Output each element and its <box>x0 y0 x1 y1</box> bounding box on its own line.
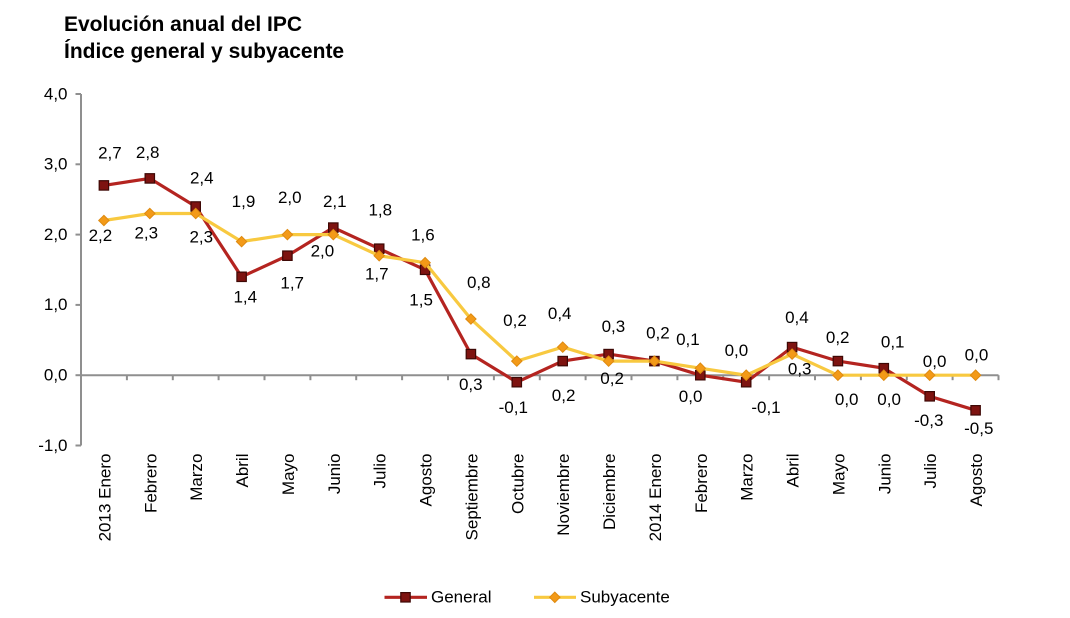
svg-text:1,5: 1,5 <box>409 291 433 310</box>
svg-text:Marzo: Marzo <box>187 454 206 501</box>
svg-text:1,4: 1,4 <box>233 288 257 307</box>
svg-text:Evolución anual del IPC: Evolución anual del IPC <box>64 13 302 36</box>
svg-text:Subyacente: Subyacente <box>580 588 670 607</box>
svg-text:Agosto: Agosto <box>417 454 436 507</box>
svg-text:0,0: 0,0 <box>725 341 749 360</box>
svg-text:-0,3: -0,3 <box>914 411 943 430</box>
svg-text:Marzo: Marzo <box>738 454 757 501</box>
svg-text:Índice general y subyacente: Índice general y subyacente <box>64 40 344 63</box>
svg-text:Abril: Abril <box>233 454 252 488</box>
svg-text:Septiembre: Septiembre <box>462 454 481 541</box>
svg-text:2014 Enero: 2014 Enero <box>646 454 665 542</box>
svg-text:0,0: 0,0 <box>835 390 859 409</box>
svg-text:Julio: Julio <box>371 454 390 489</box>
svg-text:0,3: 0,3 <box>788 360 812 379</box>
svg-text:Noviembre: Noviembre <box>554 454 573 536</box>
svg-text:0,0: 0,0 <box>44 366 68 385</box>
svg-text:2,8: 2,8 <box>136 143 160 162</box>
svg-text:1,6: 1,6 <box>411 226 435 245</box>
svg-text:0,8: 0,8 <box>467 273 491 292</box>
svg-text:Agosto: Agosto <box>967 454 986 507</box>
svg-text:0,2: 0,2 <box>552 386 576 405</box>
svg-text:General: General <box>431 588 491 607</box>
svg-text:0,4: 0,4 <box>548 304 572 323</box>
svg-text:0,0: 0,0 <box>877 390 901 409</box>
svg-text:1,0: 1,0 <box>44 295 68 314</box>
svg-text:2,7: 2,7 <box>98 144 122 163</box>
svg-text:0,3: 0,3 <box>602 317 626 336</box>
svg-text:0,1: 0,1 <box>881 333 905 352</box>
svg-text:1,7: 1,7 <box>280 273 304 292</box>
svg-text:0,0: 0,0 <box>679 387 703 406</box>
svg-text:0,4: 0,4 <box>785 308 809 327</box>
svg-text:Febrero: Febrero <box>692 454 711 514</box>
svg-text:-0,1: -0,1 <box>499 398 528 417</box>
svg-text:Octubre: Octubre <box>508 454 527 514</box>
svg-text:1,9: 1,9 <box>232 192 256 211</box>
svg-text:2,2: 2,2 <box>89 226 113 245</box>
svg-text:0,0: 0,0 <box>965 345 989 364</box>
svg-text:-0,5: -0,5 <box>964 419 993 438</box>
svg-text:0,1: 0,1 <box>676 330 700 349</box>
svg-text:-0,1: -0,1 <box>751 398 780 417</box>
svg-text:2,0: 2,0 <box>44 225 68 244</box>
svg-text:2,3: 2,3 <box>189 227 213 246</box>
svg-text:4,0: 4,0 <box>44 84 68 103</box>
svg-text:Junio: Junio <box>875 454 894 495</box>
svg-text:2,3: 2,3 <box>134 223 158 242</box>
svg-text:2,4: 2,4 <box>190 168 214 187</box>
svg-text:0,2: 0,2 <box>503 311 527 330</box>
svg-text:2,0: 2,0 <box>278 188 302 207</box>
svg-text:Junio: Junio <box>325 454 344 495</box>
svg-text:2,0: 2,0 <box>311 242 335 261</box>
svg-text:Febrero: Febrero <box>141 454 160 514</box>
svg-text:Abril: Abril <box>784 454 803 488</box>
svg-text:1,8: 1,8 <box>368 201 392 220</box>
svg-text:0,2: 0,2 <box>826 328 850 347</box>
svg-text:Mayo: Mayo <box>279 454 298 496</box>
svg-text:3,0: 3,0 <box>44 155 68 174</box>
svg-text:2,1: 2,1 <box>323 192 347 211</box>
svg-text:0,3: 0,3 <box>459 375 483 394</box>
svg-text:Diciembre: Diciembre <box>600 454 619 531</box>
svg-text:-1,0: -1,0 <box>38 436 67 455</box>
svg-text:Julio: Julio <box>921 454 940 489</box>
svg-text:Mayo: Mayo <box>829 454 848 496</box>
svg-text:1,7: 1,7 <box>365 265 389 284</box>
svg-text:2013 Enero: 2013 Enero <box>95 454 114 542</box>
svg-text:0,2: 0,2 <box>600 369 624 388</box>
svg-text:0,2: 0,2 <box>646 323 670 342</box>
svg-text:0,0: 0,0 <box>923 352 947 371</box>
